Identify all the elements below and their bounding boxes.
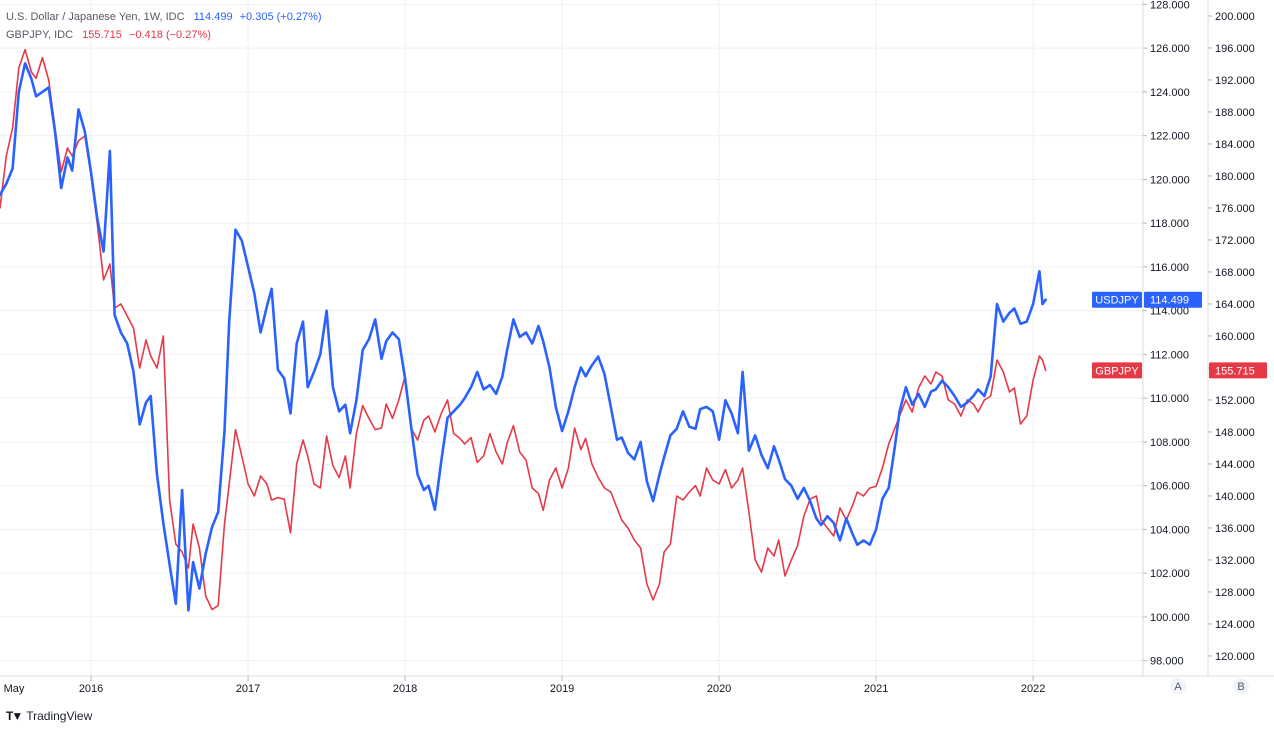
y-right-tick-label: 120.000	[1215, 651, 1255, 663]
y-left-tick-label: 100.000	[1150, 612, 1190, 624]
legend-gbpjpy-name: GBPJPY, IDC	[6, 29, 74, 41]
y-right-tick-label: 148.000	[1215, 427, 1255, 439]
scale-b-label: B	[1237, 681, 1244, 693]
time-axis: May 2016 2017 2018 2019 2020 2021 2022	[4, 676, 1045, 695]
legend-usdjpy-change: +0.305 (+0.27%)	[239, 11, 322, 23]
y-right-tick-label: 184.000	[1215, 139, 1255, 151]
y-right-tick-label: 196.000	[1215, 43, 1255, 55]
x-tick-label: 2018	[393, 683, 417, 695]
scale-a-label: A	[1174, 681, 1182, 693]
last-price-tag-label: 114.499	[1150, 295, 1189, 307]
y-right-tick-label: 172.000	[1215, 235, 1255, 247]
series-name-tag-label: GBPJPY	[1095, 365, 1139, 377]
y-left-tick-label: 128.000	[1150, 0, 1190, 11]
y-left-tick-label: 118.000	[1150, 218, 1189, 230]
x-tick-label: 2019	[550, 683, 574, 695]
last-price-tags: USDJPY 114.499 GBPJPY 155.715	[1092, 291, 1267, 379]
x-tick-label: May	[4, 683, 25, 695]
scale-b-button[interactable]	[1233, 678, 1249, 694]
tradingview-logo-icon: T▼	[6, 709, 23, 723]
y-right-tick-label: 152.000	[1215, 395, 1255, 407]
y-right-tick-label: 192.000	[1215, 75, 1255, 87]
scale-a-button[interactable]	[1170, 678, 1186, 694]
y-right-tick-label: 132.000	[1215, 555, 1255, 567]
series-line-gbpjpy[interactable]	[0, 48, 1047, 611]
y-left-tick-label: 126.000	[1150, 43, 1190, 55]
series-line-usdjpy[interactable]	[0, 62, 1047, 612]
legend-usdjpy[interactable]: U.S. Dollar / Japanese Yen, 1W, IDC 114.…	[6, 11, 322, 23]
right-price-axis: 200.000 196.000 192.000 188.000 184.000 180.0…	[1208, 11, 1255, 663]
y-right-tick-label: 180.000	[1215, 171, 1255, 183]
y-left-tick-label: 122.000	[1150, 131, 1190, 143]
y-left-tick-label: 124.000	[1150, 87, 1190, 99]
y-left-tick-label: 108.000	[1150, 437, 1190, 449]
y-right-tick-label: 140.000	[1215, 491, 1255, 503]
axis-borders	[0, 0, 1274, 677]
x-tick-label: 2022	[1021, 683, 1045, 695]
y-right-tick-label: 176.000	[1215, 203, 1255, 215]
x-tick-label: 2020	[707, 683, 731, 695]
legend-usdjpy-name: U.S. Dollar / Japanese Yen, 1W, IDC	[6, 11, 185, 23]
y-right-tick-label: 160.000	[1215, 331, 1255, 343]
legend-usdjpy-price: 114.499	[193, 11, 233, 23]
y-left-tick-label: 116.000	[1150, 262, 1189, 274]
series-name-tag-gbpjpy	[1092, 362, 1142, 379]
y-left-tick-label: 110.000	[1150, 393, 1189, 405]
last-price-tag-gbpjpy	[1209, 362, 1267, 379]
tradingview-brand-name: TradingView	[26, 709, 93, 723]
y-right-tick-label: 124.000	[1215, 619, 1255, 631]
y-left-tick-label: 104.000	[1150, 524, 1190, 536]
y-right-tick-label: 144.000	[1215, 459, 1255, 471]
y-right-tick-label: 188.000	[1215, 107, 1255, 119]
scale-buttons: A B	[1170, 678, 1249, 694]
y-left-tick-label: 112.000	[1150, 349, 1189, 361]
x-tick-label: 2016	[79, 683, 103, 695]
x-tick-label: 2021	[864, 683, 888, 695]
y-left-tick-label: 98.000	[1150, 656, 1184, 668]
x-tick-label: 2017	[236, 683, 260, 695]
last-price-tag-label: 155.715	[1215, 365, 1255, 377]
y-left-tick-label: 106.000	[1150, 481, 1190, 493]
grid	[0, 0, 1143, 676]
y-left-tick-label: 120.000	[1150, 174, 1190, 186]
legend-gbpjpy[interactable]: GBPJPY, IDC 155.715 −0.418 (−0.27%)	[6, 29, 211, 41]
y-right-tick-label: 168.000	[1215, 267, 1255, 279]
y-right-tick-label: 136.000	[1215, 523, 1255, 535]
series-lines	[0, 48, 1047, 612]
y-left-tick-label: 102.000	[1150, 568, 1190, 580]
legend-gbpjpy-price: 155.715	[82, 29, 122, 41]
series-name-tag-label: USDJPY	[1095, 295, 1139, 307]
tradingview-brand[interactable]: T▼ TradingView	[6, 709, 92, 723]
last-price-tag-usdjpy	[1144, 291, 1202, 308]
y-right-tick-label: 164.000	[1215, 299, 1255, 311]
left-price-axis: 128.000 126.000 124.000 122.000 120.000 118.0…	[1143, 0, 1190, 668]
y-right-tick-label: 200.000	[1215, 11, 1255, 23]
y-right-tick-label: 128.000	[1215, 587, 1255, 599]
legend-gbpjpy-change: −0.418 (−0.27%)	[128, 29, 211, 41]
series-name-tag-usdjpy	[1092, 291, 1142, 308]
y-left-tick-label: 114.000	[1150, 306, 1189, 318]
